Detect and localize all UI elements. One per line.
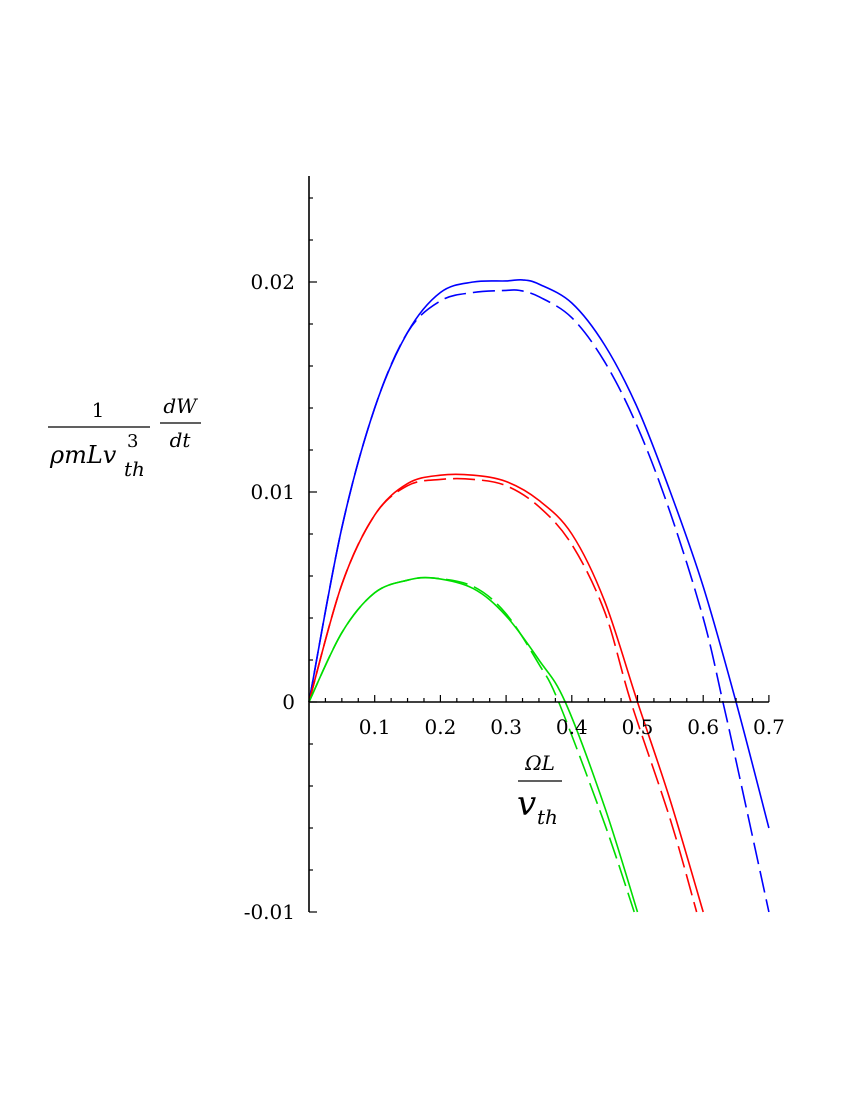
y-label-frac1-denominator-sup: 3	[127, 431, 138, 452]
x-label-denominator-base: v	[517, 784, 536, 824]
x-tick-label: 0.1	[359, 715, 391, 739]
y-tick-label: 0	[282, 690, 295, 714]
series-line-4	[308, 576, 639, 913]
series-line-5	[308, 576, 635, 913]
x-tick-label: 0.2	[424, 715, 456, 739]
x-tick-label: 0.5	[622, 715, 654, 739]
y-label-frac2-denominator: dt	[170, 428, 192, 452]
x-tick-label: 0.4	[556, 715, 588, 739]
y-label-frac1-numerator: 1	[92, 398, 105, 422]
y-tick-label: 0.01	[250, 480, 295, 504]
y-label-frac2-numerator: dW	[163, 394, 198, 418]
y-tick-label: 0.02	[250, 270, 295, 294]
series-line-3	[308, 477, 698, 913]
y-axis-label: 1 ρmLv 3 th dW dt	[48, 394, 201, 481]
x-tick-label: 0.7	[753, 715, 785, 739]
y-label-frac1-denominator-sub: th	[124, 457, 145, 481]
series-line-0	[308, 278, 770, 829]
series-line-1	[308, 289, 770, 913]
y-label-frac1-denominator-base: ρmLv	[49, 441, 117, 469]
series-layer	[308, 278, 770, 913]
tick-labels: 0.1 0.2 0.3 0.4 0.5 0.6 0.7 -0.01 0 0.01 0.02	[244, 270, 785, 924]
x-label-numerator: ΩL	[524, 751, 555, 775]
axes	[308, 176, 770, 913]
x-tick-label: 0.3	[490, 715, 522, 739]
x-label-denominator-sub: th	[537, 805, 558, 829]
x-tick-label: 0.6	[687, 715, 719, 739]
y-tick-label: -0.01	[244, 900, 295, 924]
x-axis-label: ΩL v th	[517, 751, 562, 829]
series-line-2	[308, 473, 704, 913]
